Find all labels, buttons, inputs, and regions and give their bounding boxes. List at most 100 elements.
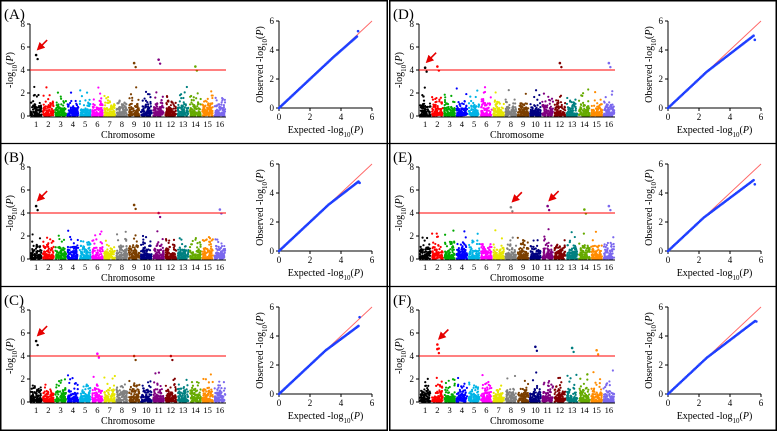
snp-point — [69, 91, 73, 94]
snp-point — [156, 388, 159, 391]
snp-point — [141, 249, 144, 252]
chromosome-tick-label: 2 — [46, 262, 50, 272]
snp-point — [207, 113, 210, 116]
snp-point — [131, 99, 134, 102]
snp-point — [72, 247, 76, 250]
snp-point — [187, 253, 190, 256]
snp-point — [197, 256, 200, 259]
qq-point — [358, 315, 361, 319]
chromosome-2-points — [42, 236, 55, 260]
snp-point — [104, 239, 107, 242]
snp-point — [147, 253, 150, 256]
snp-point — [222, 389, 226, 392]
snp-point — [105, 97, 108, 100]
snp-point — [79, 399, 82, 402]
snp-point — [187, 106, 190, 109]
snp-point — [165, 95, 169, 98]
snp-point — [165, 247, 168, 250]
snp-point — [116, 239, 120, 242]
snp-point — [208, 240, 212, 244]
snp-point — [92, 375, 95, 378]
snp-point — [216, 238, 219, 241]
snp-point — [166, 255, 169, 258]
snp-point — [177, 387, 181, 390]
snp-point — [182, 385, 186, 389]
snp-point — [153, 114, 156, 117]
snp-point — [422, 99, 426, 102]
snp-point — [59, 113, 62, 117]
chromosome-tick-label: 9 — [132, 405, 136, 415]
snp-point — [431, 98, 435, 101]
manhattan-y-tick-label: 2 — [21, 231, 26, 241]
snp-point — [127, 249, 130, 252]
snp-point — [66, 395, 70, 399]
snp-point — [95, 391, 98, 394]
snp-point — [198, 391, 201, 394]
snp-point — [67, 389, 71, 392]
snp-point — [85, 91, 89, 94]
snp-point — [93, 242, 96, 245]
snp-point — [203, 392, 207, 395]
snp-point — [169, 104, 172, 107]
snp-point — [82, 400, 85, 403]
snp-point — [215, 112, 218, 115]
snp-point — [197, 113, 200, 116]
snp-point — [128, 399, 131, 403]
snp-point — [133, 389, 136, 393]
chromosome-tick-label: 3 — [59, 405, 63, 415]
snp-point — [207, 398, 211, 401]
snp-point — [170, 108, 173, 111]
snp-point — [100, 397, 104, 401]
snp-point — [144, 104, 147, 107]
snp-point — [177, 113, 180, 116]
snp-point — [44, 105, 47, 108]
snp-point — [85, 385, 88, 388]
snp-point — [145, 111, 148, 114]
snp-point — [125, 249, 128, 252]
snp-point — [91, 112, 94, 115]
snp-point — [157, 241, 160, 244]
snp-point — [199, 113, 202, 116]
snp-point — [167, 241, 170, 244]
snp-point — [172, 107, 175, 110]
snp-point — [210, 94, 213, 97]
peak-point — [36, 343, 39, 347]
snp-point — [161, 246, 164, 249]
snp-point — [34, 107, 37, 110]
snp-point — [214, 114, 217, 117]
snp-point — [165, 111, 168, 114]
snp-point — [150, 391, 153, 394]
snp-point — [69, 378, 72, 381]
snp-point — [32, 244, 35, 247]
snp-point — [150, 253, 153, 256]
snp-point — [80, 396, 83, 399]
snp-point — [43, 386, 47, 389]
snp-point — [196, 105, 199, 108]
snp-point — [149, 394, 152, 397]
snp-point — [157, 371, 161, 374]
snp-point — [174, 386, 177, 389]
chromosome-6-points — [91, 86, 104, 118]
snp-point — [181, 252, 184, 255]
snp-point — [67, 256, 70, 259]
snp-point — [120, 111, 123, 114]
snp-point — [48, 114, 51, 117]
snp-point — [434, 106, 437, 109]
snp-point — [42, 392, 45, 395]
snp-point — [82, 109, 86, 112]
snp-point — [146, 254, 149, 258]
manhattan-y-tick-label: 8 — [21, 19, 26, 29]
snp-point — [186, 384, 189, 387]
snp-point — [168, 245, 171, 249]
snp-point — [191, 400, 194, 403]
snp-point — [115, 111, 118, 114]
snp-point — [55, 104, 58, 107]
snp-point — [31, 233, 34, 236]
snp-point — [94, 234, 97, 237]
snp-point — [45, 254, 49, 257]
snp-point — [46, 390, 50, 393]
snp-point — [146, 93, 150, 96]
snp-point — [208, 252, 212, 255]
snp-point — [152, 255, 155, 258]
